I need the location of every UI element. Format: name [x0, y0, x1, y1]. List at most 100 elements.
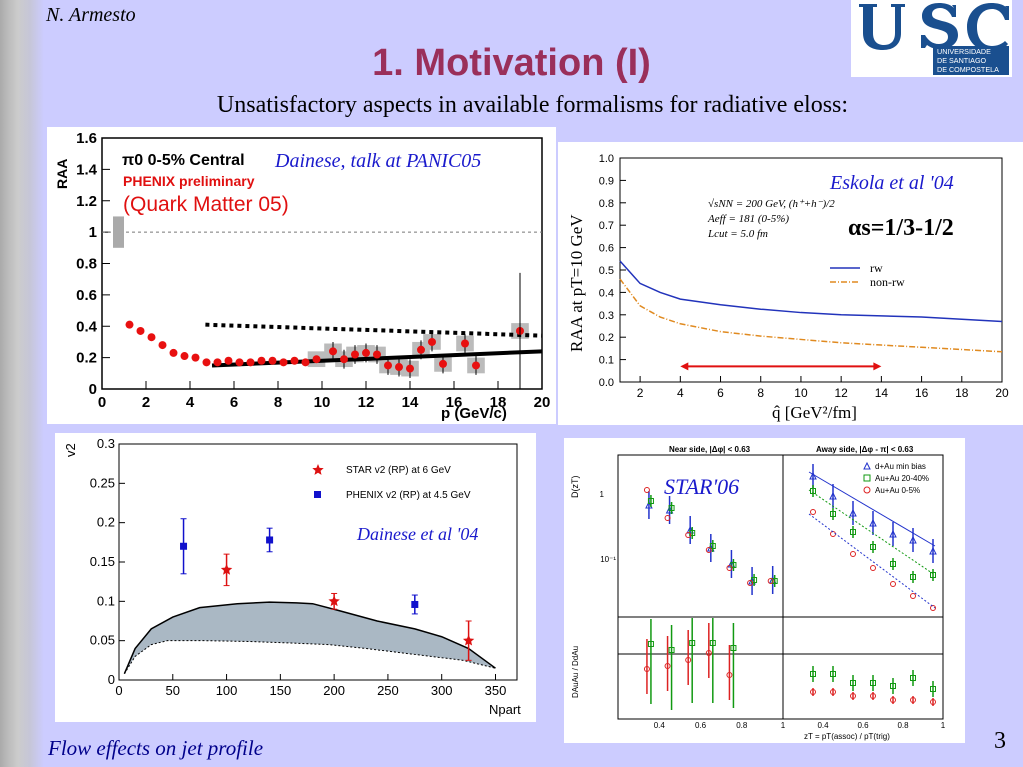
plot4-marker-auau05	[930, 699, 936, 705]
legend-auau05-label: Au+Au 0-5%	[875, 486, 920, 495]
plot1-ytick-label: 1.2	[76, 193, 97, 210]
plot4-marker-auau05	[870, 565, 876, 571]
away-side-ratio-frame	[782, 616, 944, 720]
plot1-data-point	[235, 358, 244, 367]
plot1-xtick-label: 2	[142, 394, 150, 411]
plot2-xtick-label: 20	[995, 386, 1009, 400]
logo-line1: UNIVERSIDADE	[937, 47, 991, 56]
alpha-s-label: αs=1/3-1/2	[848, 215, 954, 241]
plot1-data-point	[246, 358, 255, 367]
plot1-data-point	[202, 358, 211, 367]
plot1-data-point	[191, 353, 200, 362]
plot2-label-2: Aeff = 181 (0-5%)	[707, 213, 789, 225]
plot4-xtick-label: 1	[941, 721, 946, 730]
star06-citation: STAR'06	[664, 474, 739, 499]
plot4-xtick-label: 0.8	[897, 721, 909, 730]
plot4-ylabel-bottom: DAuAu / DdAu	[571, 646, 580, 698]
plot4-marker-auau2040	[930, 572, 936, 578]
plot1-ytick-label: 0.6	[76, 287, 97, 304]
plot1-data-point	[395, 363, 403, 372]
plot4-xtick-label: 0.6	[857, 721, 869, 730]
plot4-fit-dau	[808, 471, 936, 547]
plot4-marker-dau	[863, 461, 871, 470]
plot4-marker-dau	[909, 535, 917, 544]
plot3-band-upper	[123, 601, 496, 675]
plot1-subtitle: PHENIX preliminary	[123, 173, 255, 189]
plot2-ytick-label: 0.1	[599, 355, 614, 367]
plot4-xtick-label: 0.6	[695, 721, 707, 730]
plot3-xtick-label: 0	[115, 683, 122, 698]
plot3-ytick-label: 0.1	[97, 593, 115, 608]
plot4-marker-auau05	[810, 509, 816, 515]
plot2-xtick-label: 6	[717, 386, 724, 400]
plot4-marker-auau05	[643, 666, 650, 672]
plot4-marker-auau05	[705, 650, 712, 656]
plot4-marker-auau2040	[689, 640, 696, 646]
plot4-marker-auau05	[910, 697, 916, 703]
plot1-xtick-label: 14	[402, 394, 419, 411]
legend-phenix-label: PHENIX v2 (RP) at 4.5 GeV	[346, 490, 471, 501]
plot3-ylabel: v2	[63, 443, 78, 457]
legend-rw-label: rw	[870, 261, 883, 275]
near-side-ratio-frame	[617, 616, 784, 720]
plot2-ytick-label: 0.8	[599, 198, 614, 210]
plot4-fit-auau05	[808, 513, 936, 609]
phenix-raa-plot: 0 2 4 6 8 10 12 14 16 18 20 0 0.2 0.4 0.6 0.8 1 1.2 1.4 1.6…	[47, 127, 556, 424]
plot4-xtick-label: 0.8	[736, 721, 748, 730]
plot2-xtick-label: 14	[875, 386, 889, 400]
plot4-marker-auau05	[726, 565, 733, 571]
plot4-marker-auau05	[850, 551, 856, 557]
plot1-theory-curve	[205, 322, 543, 338]
plot1-ylabel: RAA	[54, 159, 70, 189]
plot2-ytick-label: 0.9	[599, 175, 614, 187]
page-number: 3	[994, 728, 1006, 754]
plot3-xtick-label: 50	[166, 683, 180, 698]
plot4-marker-auau05	[685, 657, 692, 663]
plot1-data-point	[439, 359, 447, 368]
plot3-theory-band	[124, 602, 496, 674]
plot4-marker-auau05	[705, 547, 712, 553]
plot4-marker-dau	[809, 471, 817, 480]
plot1-data-point	[213, 358, 222, 367]
plot2-arrow-head-left	[680, 362, 689, 371]
plot4-marker-auau2040	[830, 511, 836, 517]
plot2-ytick-label: 0.7	[599, 220, 614, 232]
slide-subtitle: Unsatisfactory aspects in available form…	[216, 92, 849, 118]
plot4-marker-auau2040	[730, 562, 737, 568]
plot4-marker-auau05	[830, 531, 836, 537]
logo-line2: DE SANTIAGO	[937, 56, 987, 65]
plot1-note: (Quark Matter 05)	[123, 193, 289, 216]
plot4-marker-auau2040	[647, 641, 654, 647]
plot4-marker-auau05	[726, 672, 733, 678]
plot1-data-point	[362, 348, 370, 357]
plot4-marker-auau2040	[890, 561, 896, 567]
plot2-ytick-label: 0.5	[599, 265, 614, 277]
plot1-xtick-label: 6	[230, 394, 238, 411]
plot3-star-point	[328, 595, 340, 607]
plot1-xtick-label: 10	[314, 394, 331, 411]
plot4-marker-auau2040	[810, 671, 816, 677]
plot3-xtick-label: 350	[485, 683, 507, 698]
plot4-marker-auau2040	[751, 577, 758, 583]
plot4-marker-auau05	[685, 532, 692, 538]
plot1-data-point	[461, 339, 469, 348]
plot3-xlabel: Npart	[489, 702, 521, 717]
plot2-ytick-label: 0.4	[599, 287, 614, 299]
plot1-data-point	[384, 361, 392, 370]
usc-logo: UNIVERSIDADE DE SANTIAGO DE COMPOSTELA	[851, 0, 1012, 77]
plot3-xtick-label: 300	[431, 683, 453, 698]
plot4-marker-dau	[869, 518, 877, 527]
plot1-data-point	[158, 341, 167, 350]
plot4-marker-dau	[849, 508, 857, 517]
plot2-xtick-label: 12	[834, 386, 848, 400]
plot3-phenix-point	[411, 600, 419, 608]
plot3-xtick-label: 250	[377, 683, 399, 698]
plot4-xtick-label: 0.4	[654, 721, 666, 730]
plot1-data-point	[125, 320, 134, 329]
plot1-data-point	[279, 358, 288, 367]
plot1-xtick-label: 18	[490, 394, 507, 411]
plot1-data-point	[268, 356, 277, 365]
plot1-xtick-label: 12	[358, 394, 375, 411]
logo-line3: DE COMPOSTELA	[937, 65, 999, 74]
plot4-marker-auau2040	[850, 680, 856, 686]
